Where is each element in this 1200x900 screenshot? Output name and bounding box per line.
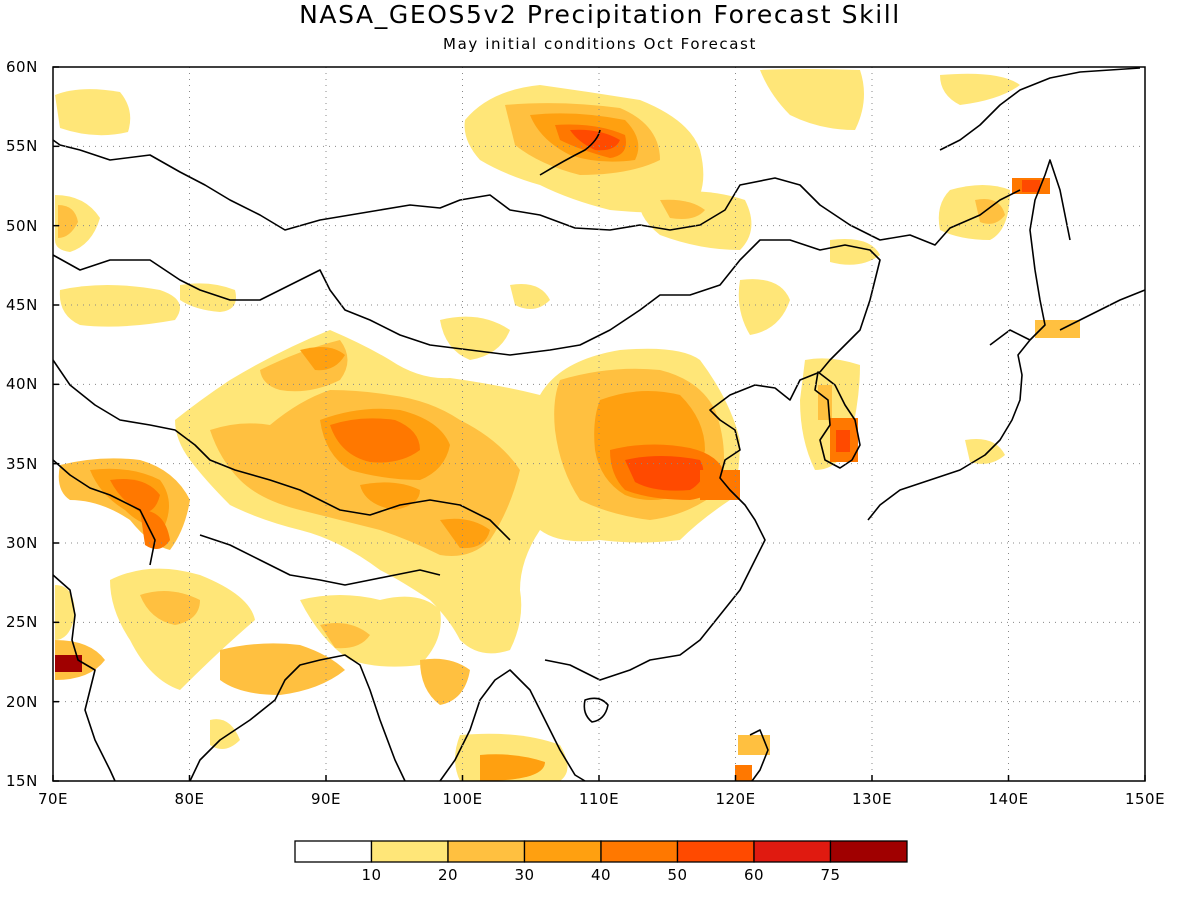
colorbar-label: 50 [667, 866, 688, 884]
colorbar-swatch [447, 840, 526, 863]
colorbar [294, 840, 908, 863]
colorbar-swatch [753, 840, 832, 863]
lon-label: 80E [174, 790, 205, 808]
colorbar-swatch [523, 840, 602, 863]
lon-label: 120E [715, 790, 756, 808]
lat-label: 30N [6, 534, 38, 552]
colorbar-label: 75 [820, 866, 841, 884]
coastlines [52, 67, 1146, 782]
colorbar-swatch [294, 840, 373, 863]
skill-field [55, 69, 1080, 781]
lat-label: 25N [6, 613, 38, 632]
lon-label: 140E [988, 790, 1029, 808]
lat-label: 35N [6, 454, 38, 473]
lat-label: 40N [6, 375, 38, 394]
chart-title: NASA_GEOS5v2 Precipitation Forecast Skil… [299, 0, 901, 29]
lat-label: 60N [6, 58, 38, 76]
lon-label: 100E [442, 790, 483, 808]
colorbar-swatch [676, 840, 755, 863]
colorbar-swatch [370, 840, 449, 863]
lon-label: 110E [578, 790, 620, 808]
colorbar-label: 30 [514, 866, 535, 884]
lat-label: 50N [6, 216, 38, 235]
lat-label: 20N [6, 692, 38, 711]
lat-label: 45N [6, 296, 38, 314]
colorbar-label: 20 [437, 866, 459, 884]
chart-subtitle: May initial conditions Oct Forecast [443, 35, 757, 53]
axis-ticks [52, 66, 1146, 782]
colorbar-swatch [829, 840, 908, 863]
colorbar-label: 60 [743, 866, 765, 884]
colorbar-swatch [600, 840, 679, 863]
lon-label: 90E [310, 790, 342, 808]
lon-label: 130E [851, 790, 893, 808]
lon-label: 70E [37, 790, 69, 808]
colorbar-label: 40 [590, 866, 612, 884]
lon-label: 150E [1124, 790, 1166, 808]
grid-lines [53, 67, 1145, 781]
lat-label: 55N [6, 137, 38, 156]
lat-label: 15N [6, 772, 38, 790]
colorbar-label: 10 [361, 866, 382, 884]
